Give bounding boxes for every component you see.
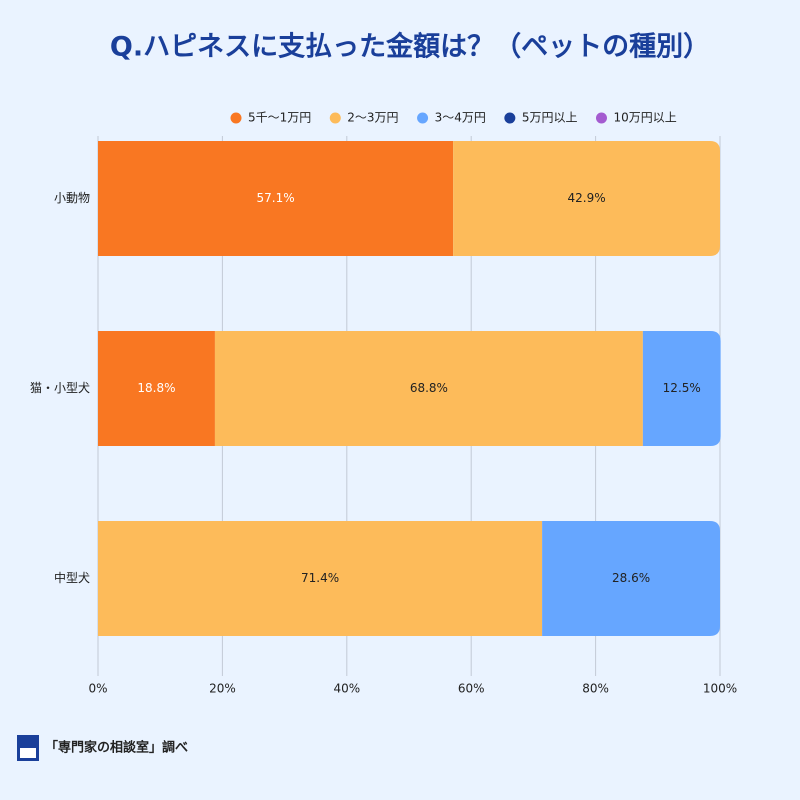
value-label: 71.4% [301,571,339,585]
legend-marker [329,112,341,124]
value-label: 42.9% [568,191,606,205]
legend-marker [595,112,607,124]
value-label: 18.8% [137,381,175,395]
x-tick-label: 60% [458,682,485,696]
x-tick-label: 100% [703,682,737,696]
value-label: 28.6% [612,571,650,585]
bar-segment [453,141,720,256]
value-label: 68.8% [410,381,448,395]
bar-segment [98,521,543,636]
y-tick-label: 中型犬 [54,570,90,585]
legend-label: 10万円以上 [613,111,676,125]
bar-segment [214,331,643,446]
source-note: 「専門家の相談室」調べ [45,740,188,756]
bar-segment [642,331,721,446]
bar-segment [98,331,215,446]
legend-label: 5千〜1万円 [248,111,311,125]
y-tick-label: 猫・小型犬 [30,381,90,395]
legend-marker [417,112,429,124]
x-tick-label: 80% [582,682,609,696]
legend-label: 2〜3万円 [347,111,398,125]
logo [17,735,39,761]
bar-segment [542,521,720,636]
x-tick-label: 20% [209,682,236,696]
value-label: 12.5% [663,381,701,395]
x-tick-label: 40% [333,682,360,696]
value-label: 57.1% [257,191,295,205]
legend-marker [504,112,516,124]
bar-segment [98,141,454,256]
legend-label: 3〜4万円 [435,111,486,125]
y-tick-label: 小動物 [54,191,90,205]
chart-title: Q.ハピネスに支払った金額は？（ペットの種別） [110,31,710,63]
legend-marker [230,112,242,124]
x-tick-label: 0% [88,682,107,696]
legend-label: 5万円以上 [522,111,578,125]
